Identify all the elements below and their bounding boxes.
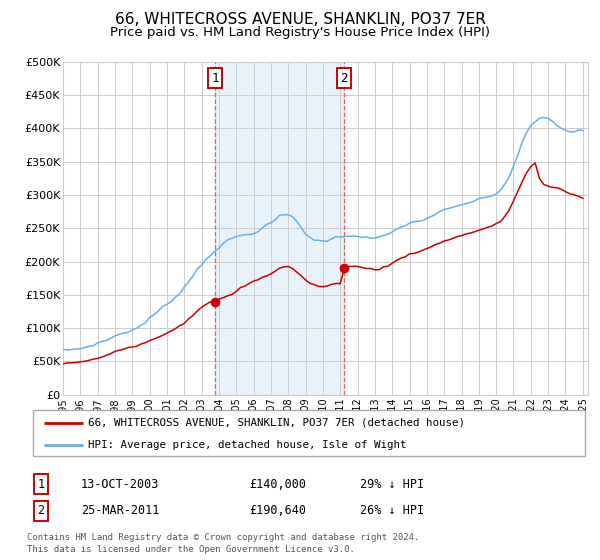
- Text: This data is licensed under the Open Government Licence v3.0.: This data is licensed under the Open Gov…: [27, 545, 355, 554]
- Text: 13-OCT-2003: 13-OCT-2003: [81, 478, 160, 491]
- Text: 66, WHITECROSS AVENUE, SHANKLIN, PO37 7ER (detached house): 66, WHITECROSS AVENUE, SHANKLIN, PO37 7E…: [88, 418, 465, 428]
- Text: 1: 1: [37, 478, 44, 491]
- Text: Price paid vs. HM Land Registry's House Price Index (HPI): Price paid vs. HM Land Registry's House …: [110, 26, 490, 39]
- FancyBboxPatch shape: [33, 410, 585, 456]
- Text: HPI: Average price, detached house, Isle of Wight: HPI: Average price, detached house, Isle…: [88, 440, 407, 450]
- Text: 2: 2: [37, 504, 44, 517]
- Text: 1: 1: [211, 72, 219, 85]
- Text: £190,640: £190,640: [249, 504, 306, 517]
- Text: 29% ↓ HPI: 29% ↓ HPI: [360, 478, 424, 491]
- Text: 26% ↓ HPI: 26% ↓ HPI: [360, 504, 424, 517]
- Text: 2: 2: [340, 72, 348, 85]
- Text: £140,000: £140,000: [249, 478, 306, 491]
- Bar: [215, 62, 344, 395]
- Text: 25-MAR-2011: 25-MAR-2011: [81, 504, 160, 517]
- Text: Contains HM Land Registry data © Crown copyright and database right 2024.: Contains HM Land Registry data © Crown c…: [27, 533, 419, 542]
- Text: 66, WHITECROSS AVENUE, SHANKLIN, PO37 7ER: 66, WHITECROSS AVENUE, SHANKLIN, PO37 7E…: [115, 12, 485, 27]
